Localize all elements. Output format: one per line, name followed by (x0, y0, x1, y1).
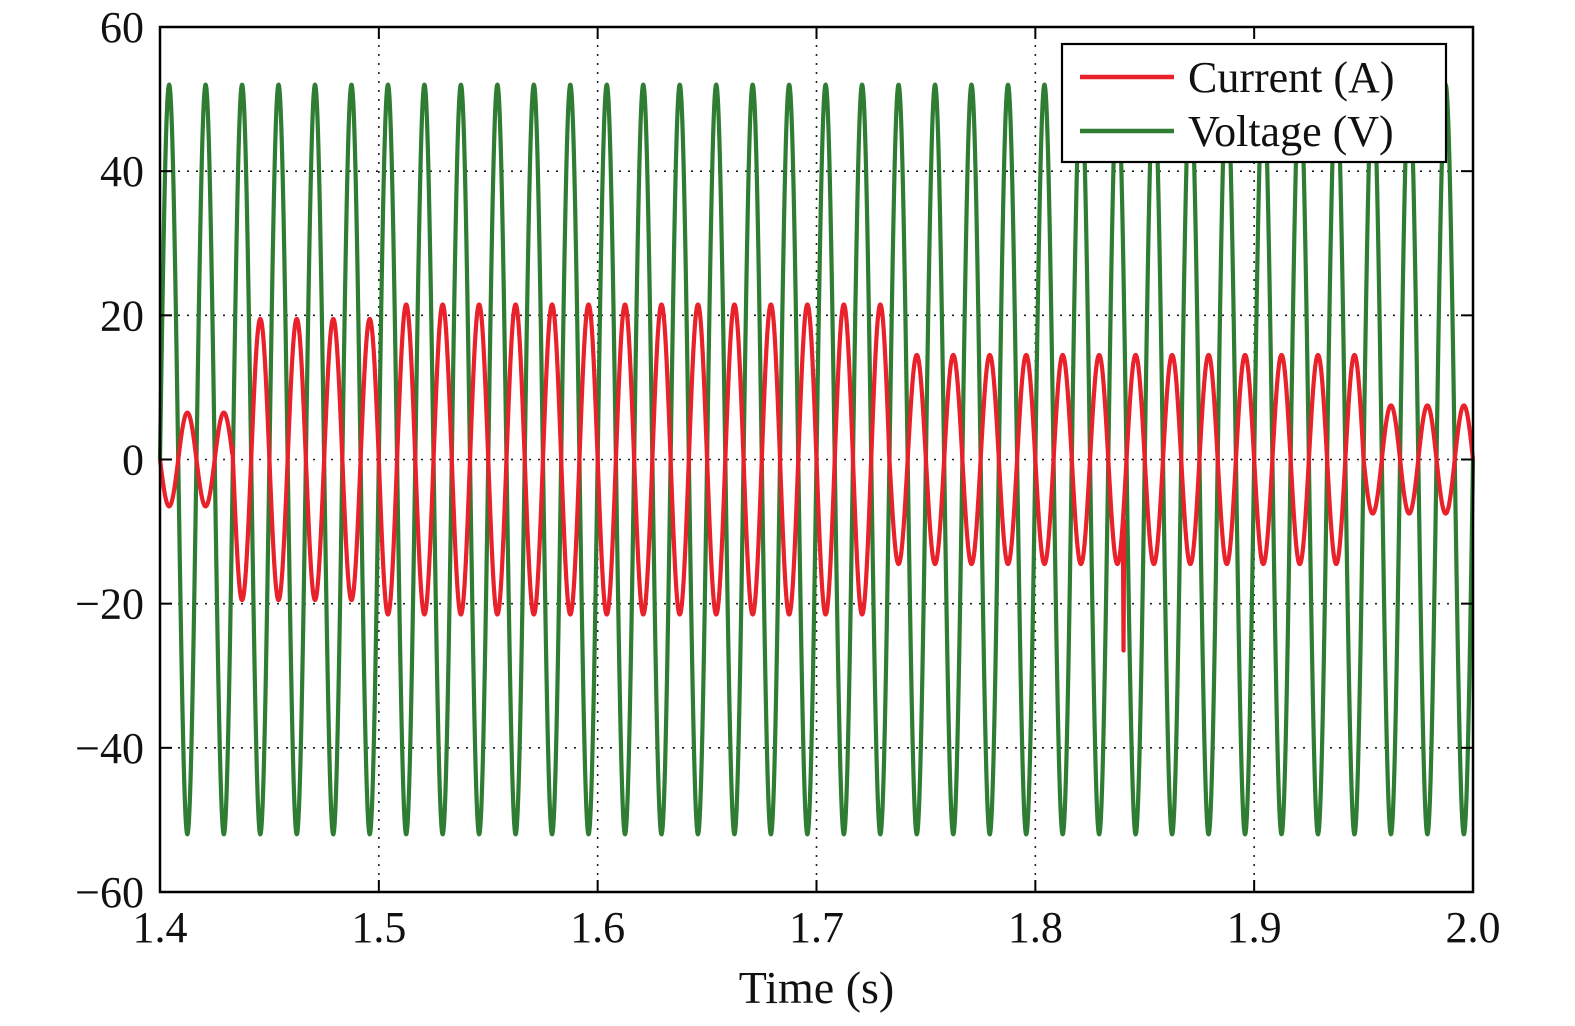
x-tick-label: 1.8 (1008, 903, 1063, 952)
x-tick-label: 1.7 (789, 903, 844, 952)
y-tick-label: 60 (100, 3, 144, 52)
x-axis-label: Time (s) (739, 962, 895, 1013)
y-tick-label: 0 (122, 436, 144, 485)
legend-label: Voltage (V) (1188, 107, 1394, 156)
tick-labels: 1.4 1.5 1.6 1.7 1.8 1.9 2.0 60 40 20 0 −20 −40 −60 (75, 3, 1500, 952)
y-tick-label: −20 (75, 580, 144, 629)
x-tick-label: 1.4 (133, 903, 188, 952)
legend-label: Current (A) (1188, 53, 1395, 102)
y-tick-label: 20 (100, 291, 144, 340)
series-group (157, 82, 1476, 837)
legend: Current (A) Voltage (V) (1060, 42, 1448, 164)
y-tick-label: 40 (100, 147, 144, 196)
series-line-current-a (157, 302, 1476, 653)
y-tick-label: −60 (75, 868, 144, 917)
x-tick-label: 1.5 (351, 903, 406, 952)
y-tick-label: −40 (75, 724, 144, 773)
x-tick-label: 1.6 (570, 903, 625, 952)
legend-box (1060, 42, 1448, 164)
axis-ticks (159, 26, 1474, 893)
x-tick-label: 2.0 (1446, 903, 1501, 952)
x-tick-label: 1.9 (1227, 903, 1282, 952)
